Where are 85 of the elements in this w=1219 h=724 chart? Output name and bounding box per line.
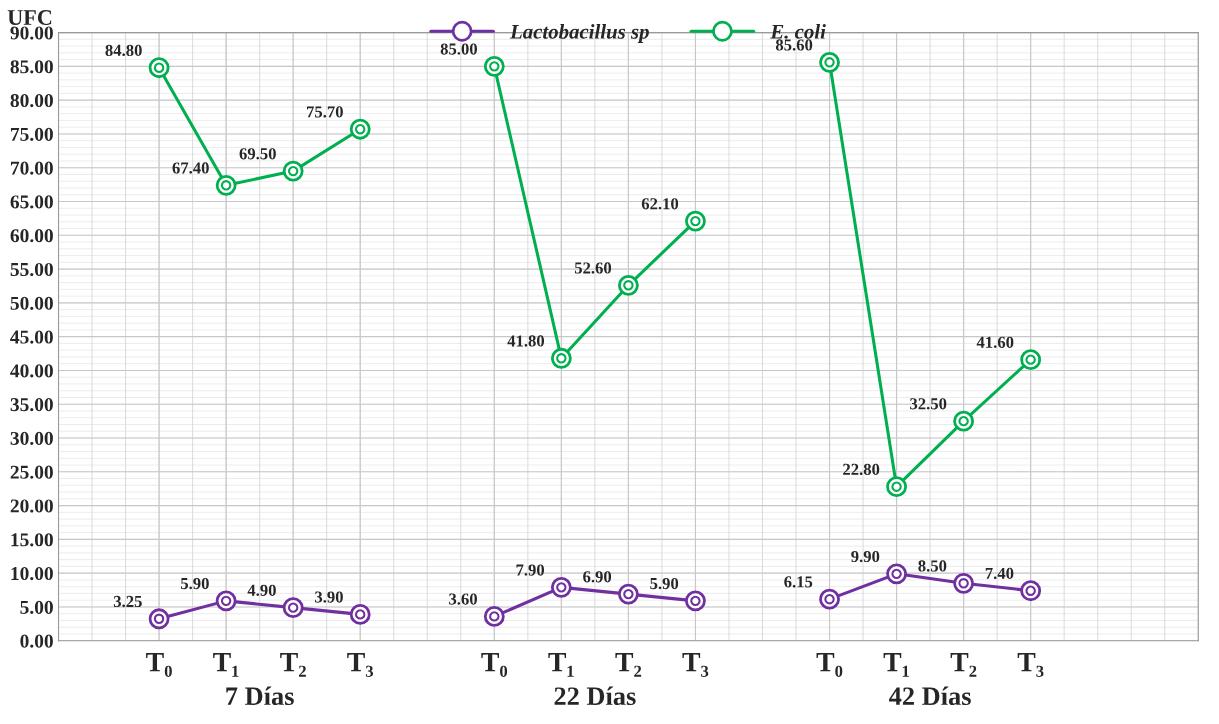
point [148, 608, 170, 630]
y-tick-label: 45.00 [10, 330, 53, 344]
data-label: 9.90 [851, 550, 880, 563]
data-label: 6.15 [784, 576, 813, 588]
data-label: 5.90 [650, 577, 679, 590]
legend-label: Lactobacillus sp [509, 24, 649, 43]
data-label: 85.00 [440, 43, 477, 55]
y-tick-label: 75.00 [11, 127, 53, 141]
y-tick-label: 0.00 [20, 634, 53, 648]
point [282, 160, 304, 182]
point [349, 603, 371, 625]
point [349, 118, 371, 140]
data-label: 67.40 [172, 162, 209, 174]
y-tick-label: 15.00 [11, 533, 53, 547]
data-label: 52.60 [574, 262, 612, 274]
y-tick-label: 55.00 [10, 262, 53, 277]
x-tick-label: T₀ [481, 652, 508, 677]
point [148, 57, 170, 79]
point [819, 51, 840, 73]
data-label: 75.70 [307, 106, 343, 118]
data-label: 41.80 [507, 335, 545, 347]
point [819, 588, 840, 610]
y-tick-label: 40.00 [10, 364, 53, 378]
y-tick-label: 60.00 [10, 229, 53, 243]
y-tick-label: 35.00 [10, 398, 53, 412]
point [483, 606, 505, 627]
point [1020, 580, 1042, 602]
y-axis-title: UFC [7, 10, 52, 26]
x-tick-label: T₁ [213, 652, 239, 677]
x-tick-label: T₃ [347, 652, 374, 677]
point [550, 347, 572, 369]
data-label: 4.90 [247, 584, 276, 596]
data-label: 7.40 [985, 567, 1014, 580]
y-tick-label: 30.00 [10, 431, 53, 446]
data-label: 3.60 [449, 593, 477, 605]
point [550, 576, 572, 598]
y-tick-label: 70.00 [11, 161, 53, 175]
text: 7 Días [226, 686, 294, 706]
point [282, 597, 304, 619]
data-label: 3.90 [315, 591, 343, 603]
y-tick-label: 50.00 [10, 296, 53, 310]
x-tick-label: T₃ [682, 652, 709, 677]
data-label: 22.80 [843, 463, 880, 476]
x-tick-label: T₂ [615, 652, 642, 677]
y-tick-label: 5.00 [20, 600, 53, 614]
point [953, 572, 975, 594]
data-label: 41.60 [976, 336, 1014, 348]
point [617, 583, 639, 605]
data-label: 6.90 [583, 571, 612, 583]
x-tick-label: T₂ [280, 652, 306, 677]
point [953, 410, 975, 432]
data-label: 32.50 [910, 398, 947, 410]
point [685, 210, 706, 232]
data-label: 84.80 [105, 44, 142, 57]
text: 22 Días [554, 686, 636, 706]
x-tick-label: T₃ [1017, 652, 1044, 677]
y-tick-label: 90.00 [10, 26, 53, 40]
data-label: 8.50 [918, 560, 947, 572]
data-label: 7.90 [516, 564, 545, 576]
x-tick-label: T₁ [883, 652, 909, 677]
y-tick-label: 10.00 [11, 566, 53, 581]
data-label: 3.25 [113, 595, 142, 608]
point [617, 274, 639, 296]
point [215, 174, 237, 196]
point [886, 476, 907, 498]
x-tick-label: T₀ [146, 652, 172, 677]
data-label: 85.60 [775, 39, 813, 51]
data-label: 62.10 [641, 198, 679, 210]
y-tick-label: 65.00 [10, 195, 53, 209]
data-label: 5.90 [180, 577, 209, 590]
y-tick-label: 20.00 [10, 499, 53, 513]
legend-label: E. coli [770, 24, 826, 39]
point [886, 563, 907, 585]
y-tick-label: 85.00 [10, 60, 53, 74]
point [483, 55, 505, 77]
data-label: 69.50 [239, 148, 276, 160]
x-tick-label: T₁ [548, 652, 574, 677]
x-tick-label: T₂ [950, 652, 977, 677]
point [1020, 349, 1042, 371]
point [215, 590, 237, 612]
point [685, 590, 706, 612]
y-tick-label: 25.00 [10, 465, 53, 479]
x-tick-label: T₀ [816, 652, 843, 677]
text: 42 Días [889, 686, 971, 706]
y-tick-label: 80.00 [10, 93, 53, 108]
